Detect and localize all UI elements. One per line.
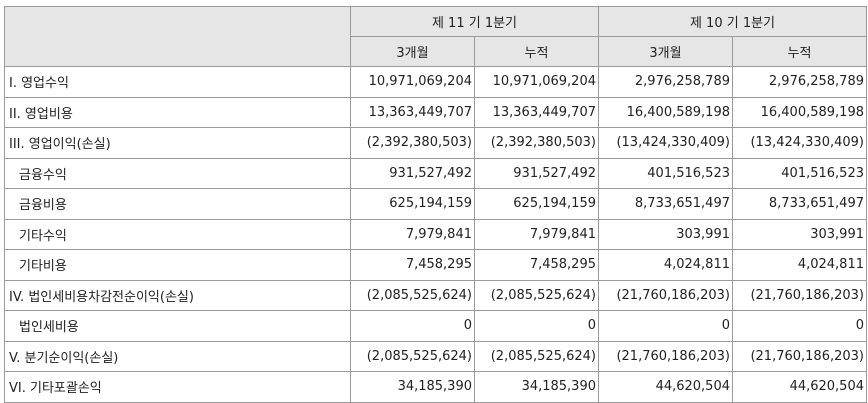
cell-prior-cum: (21,760,186,203) xyxy=(732,340,867,372)
cell-prior-3m: (21,760,186,203) xyxy=(598,279,733,311)
table-row: I. 영업수익 10,971,069,204 10,971,069,204 2,… xyxy=(4,66,867,98)
table-body: I. 영업수익 10,971,069,204 10,971,069,204 2,… xyxy=(4,66,867,403)
cell-prior-cum: 44,620,504 xyxy=(732,371,867,403)
table-row: VI. 기타포괄손익 34,185,390 34,185,390 44,620,… xyxy=(4,371,867,403)
header-prior-3m: 3개월 xyxy=(598,36,733,67)
cell-current-3m: (2,085,525,624) xyxy=(350,279,475,311)
table-row: 금융비용 625,194,159 625,194,159 8,733,651,4… xyxy=(4,188,867,220)
cell-prior-3m: (21,760,186,203) xyxy=(598,340,733,372)
row-label: II. 영업비용 xyxy=(4,96,351,128)
cell-current-cum: 0 xyxy=(474,310,599,342)
table-header: 제 11 기 1분기 제 10 기 1분기 3개월 누적 3개월 누적 xyxy=(4,6,867,67)
header-blank-cell xyxy=(4,6,351,67)
table-row: V. 분기순이익(손실) (2,085,525,624) (2,085,525,… xyxy=(4,340,867,372)
row-label: IV. 법인세비용차감전순이익(손실) xyxy=(4,279,351,311)
cell-current-cum: (2,392,380,503) xyxy=(474,127,599,159)
cell-prior-3m: 44,620,504 xyxy=(598,371,733,403)
table-row: 기타비용 7,458,295 7,458,295 4,024,811 4,024… xyxy=(4,249,867,281)
cell-prior-cum: 16,400,589,198 xyxy=(732,96,867,128)
cell-current-3m: 625,194,159 xyxy=(350,188,475,220)
cell-current-cum: 7,979,841 xyxy=(474,218,599,250)
header-row-periods: 제 11 기 1분기 제 10 기 1분기 xyxy=(4,6,867,67)
cell-prior-cum: 303,991 xyxy=(732,218,867,250)
cell-prior-3m: (13,424,330,409) xyxy=(598,127,733,159)
header-current-cum: 누적 xyxy=(474,36,599,67)
row-label: 기타비용 xyxy=(4,249,351,281)
header-prior-cum: 누적 xyxy=(732,36,867,67)
cell-current-cum: 10,971,069,204 xyxy=(474,66,599,98)
table-row: 법인세비용 0 0 0 0 xyxy=(4,310,867,342)
cell-current-3m: 13,363,449,707 xyxy=(350,96,475,128)
cell-prior-cum: 8,733,651,497 xyxy=(732,188,867,220)
table-row: 기타수익 7,979,841 7,979,841 303,991 303,991 xyxy=(4,218,867,250)
cell-current-cum: (2,085,525,624) xyxy=(474,279,599,311)
header-period-current: 제 11 기 1분기 xyxy=(350,6,599,37)
cell-current-3m: 10,971,069,204 xyxy=(350,66,475,98)
cell-prior-3m: 401,516,523 xyxy=(598,157,733,189)
header-period-prior: 제 10 기 1분기 xyxy=(598,6,867,37)
cell-current-3m: 34,185,390 xyxy=(350,371,475,403)
cell-current-cum: 625,194,159 xyxy=(474,188,599,220)
table-row: 금융수익 931,527,492 931,527,492 401,516,523… xyxy=(4,157,867,189)
cell-current-cum: 7,458,295 xyxy=(474,249,599,281)
cell-current-3m: 931,527,492 xyxy=(350,157,475,189)
cell-prior-cum: (13,424,330,409) xyxy=(732,127,867,159)
table-row: II. 영업비용 13,363,449,707 13,363,449,707 1… xyxy=(4,96,867,128)
row-label: 금융비용 xyxy=(4,188,351,220)
cell-prior-3m: 16,400,589,198 xyxy=(598,96,733,128)
table-row: IV. 법인세비용차감전순이익(손실) (2,085,525,624) (2,0… xyxy=(4,279,867,311)
cell-prior-3m: 303,991 xyxy=(598,218,733,250)
row-label: 법인세비용 xyxy=(4,310,351,342)
cell-prior-cum: 2,976,258,789 xyxy=(732,66,867,98)
row-label: 기타수익 xyxy=(4,218,351,250)
cell-current-cum: (2,085,525,624) xyxy=(474,340,599,372)
cell-prior-3m: 2,976,258,789 xyxy=(598,66,733,98)
row-label: V. 분기순이익(손실) xyxy=(4,340,351,372)
cell-current-cum: 931,527,492 xyxy=(474,157,599,189)
cell-prior-cum: 401,516,523 xyxy=(732,157,867,189)
cell-current-3m: (2,392,380,503) xyxy=(350,127,475,159)
cell-current-3m: 7,458,295 xyxy=(350,249,475,281)
cell-current-3m: 7,979,841 xyxy=(350,218,475,250)
cell-prior-3m: 4,024,811 xyxy=(598,249,733,281)
cell-prior-cum: (21,760,186,203) xyxy=(732,279,867,311)
header-row-subcols: 3개월 누적 3개월 누적 xyxy=(5,36,867,67)
row-label: VI. 기타포괄손익 xyxy=(4,371,351,403)
cell-current-cum: 34,185,390 xyxy=(474,371,599,403)
cell-prior-3m: 0 xyxy=(598,310,733,342)
cell-current-3m: 0 xyxy=(350,310,475,342)
cell-prior-cum: 4,024,811 xyxy=(732,249,867,281)
row-label: 금융수익 xyxy=(4,157,351,189)
income-statement-table: 제 11 기 1분기 제 10 기 1분기 3개월 누적 3개월 누적 I. 영… xyxy=(4,6,867,403)
cell-current-3m: (2,085,525,624) xyxy=(350,340,475,372)
cell-prior-3m: 8,733,651,497 xyxy=(598,188,733,220)
cell-current-cum: 13,363,449,707 xyxy=(474,96,599,128)
header-current-3m: 3개월 xyxy=(350,36,475,67)
table-row: III. 영업이익(손실) (2,392,380,503) (2,392,380… xyxy=(4,127,867,159)
cell-prior-cum: 0 xyxy=(732,310,867,342)
row-label: III. 영업이익(손실) xyxy=(4,127,351,159)
row-label: I. 영업수익 xyxy=(4,66,351,98)
